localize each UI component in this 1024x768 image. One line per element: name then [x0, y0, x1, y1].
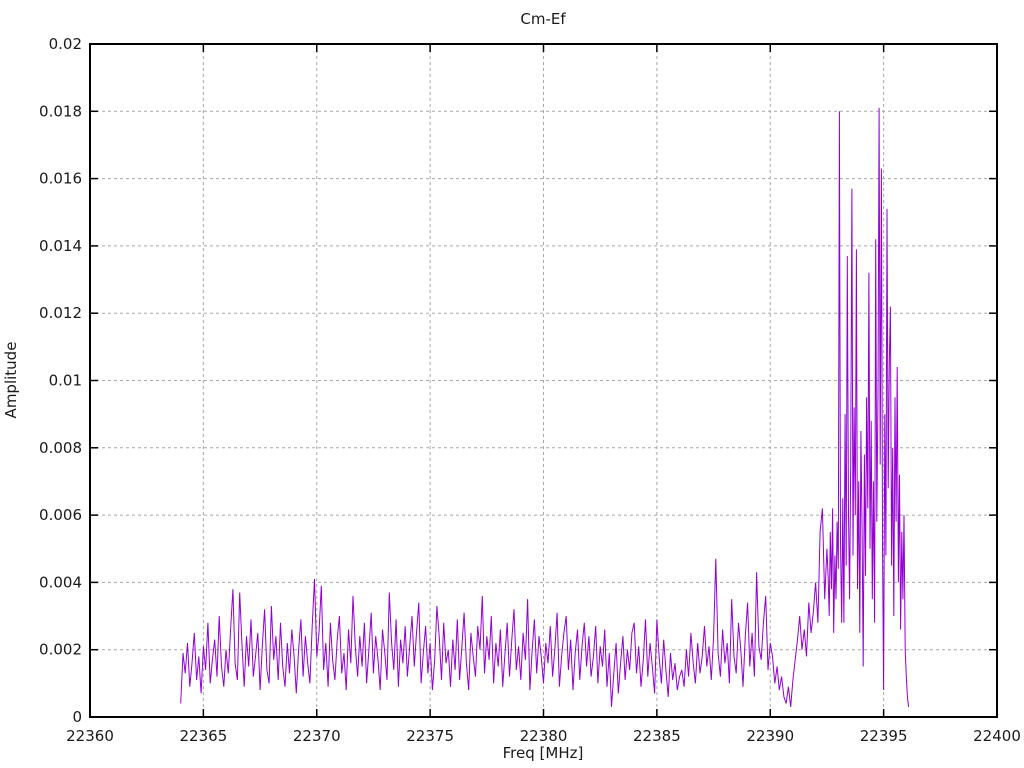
- y-tick-label: 0.018: [39, 102, 82, 120]
- x-tick-label: 22395: [860, 727, 908, 745]
- x-tick-label: 22365: [180, 727, 228, 745]
- x-tick-label: 22380: [520, 727, 568, 745]
- x-tick-label: 22375: [406, 727, 454, 745]
- y-tick-label: 0.008: [39, 439, 82, 457]
- y-tick-label: 0.02: [49, 35, 82, 53]
- x-tick-label: 22390: [746, 727, 794, 745]
- y-tick-label: 0.01: [49, 372, 82, 390]
- y-tick-label: 0.004: [39, 573, 82, 591]
- y-tick-label: 0.002: [39, 641, 82, 659]
- x-tick-label: 22360: [66, 727, 114, 745]
- y-tick-label: 0.006: [39, 506, 82, 524]
- x-tick-label: 22385: [633, 727, 681, 745]
- x-tick-label: 22400: [973, 727, 1021, 745]
- tick-labels: 22360 22365 22370 22375 22380 22385 22390 22395…: [39, 35, 1021, 745]
- y-tick-label: 0.014: [39, 237, 82, 255]
- data-series: [180, 107, 910, 707]
- x-tick-label: 22370: [293, 727, 341, 745]
- y-tick-label: 0.016: [39, 170, 82, 188]
- axes: [89, 43, 998, 718]
- series-line: [180, 107, 910, 707]
- x-axis-label: Freq [MHz]: [503, 744, 584, 762]
- grid: [90, 44, 997, 717]
- y-tick-label: 0.012: [39, 304, 82, 322]
- y-axis-label: Amplitude: [2, 342, 20, 419]
- y-tick-label: 0: [72, 708, 82, 726]
- chart-title: Cm-Ef: [520, 10, 566, 28]
